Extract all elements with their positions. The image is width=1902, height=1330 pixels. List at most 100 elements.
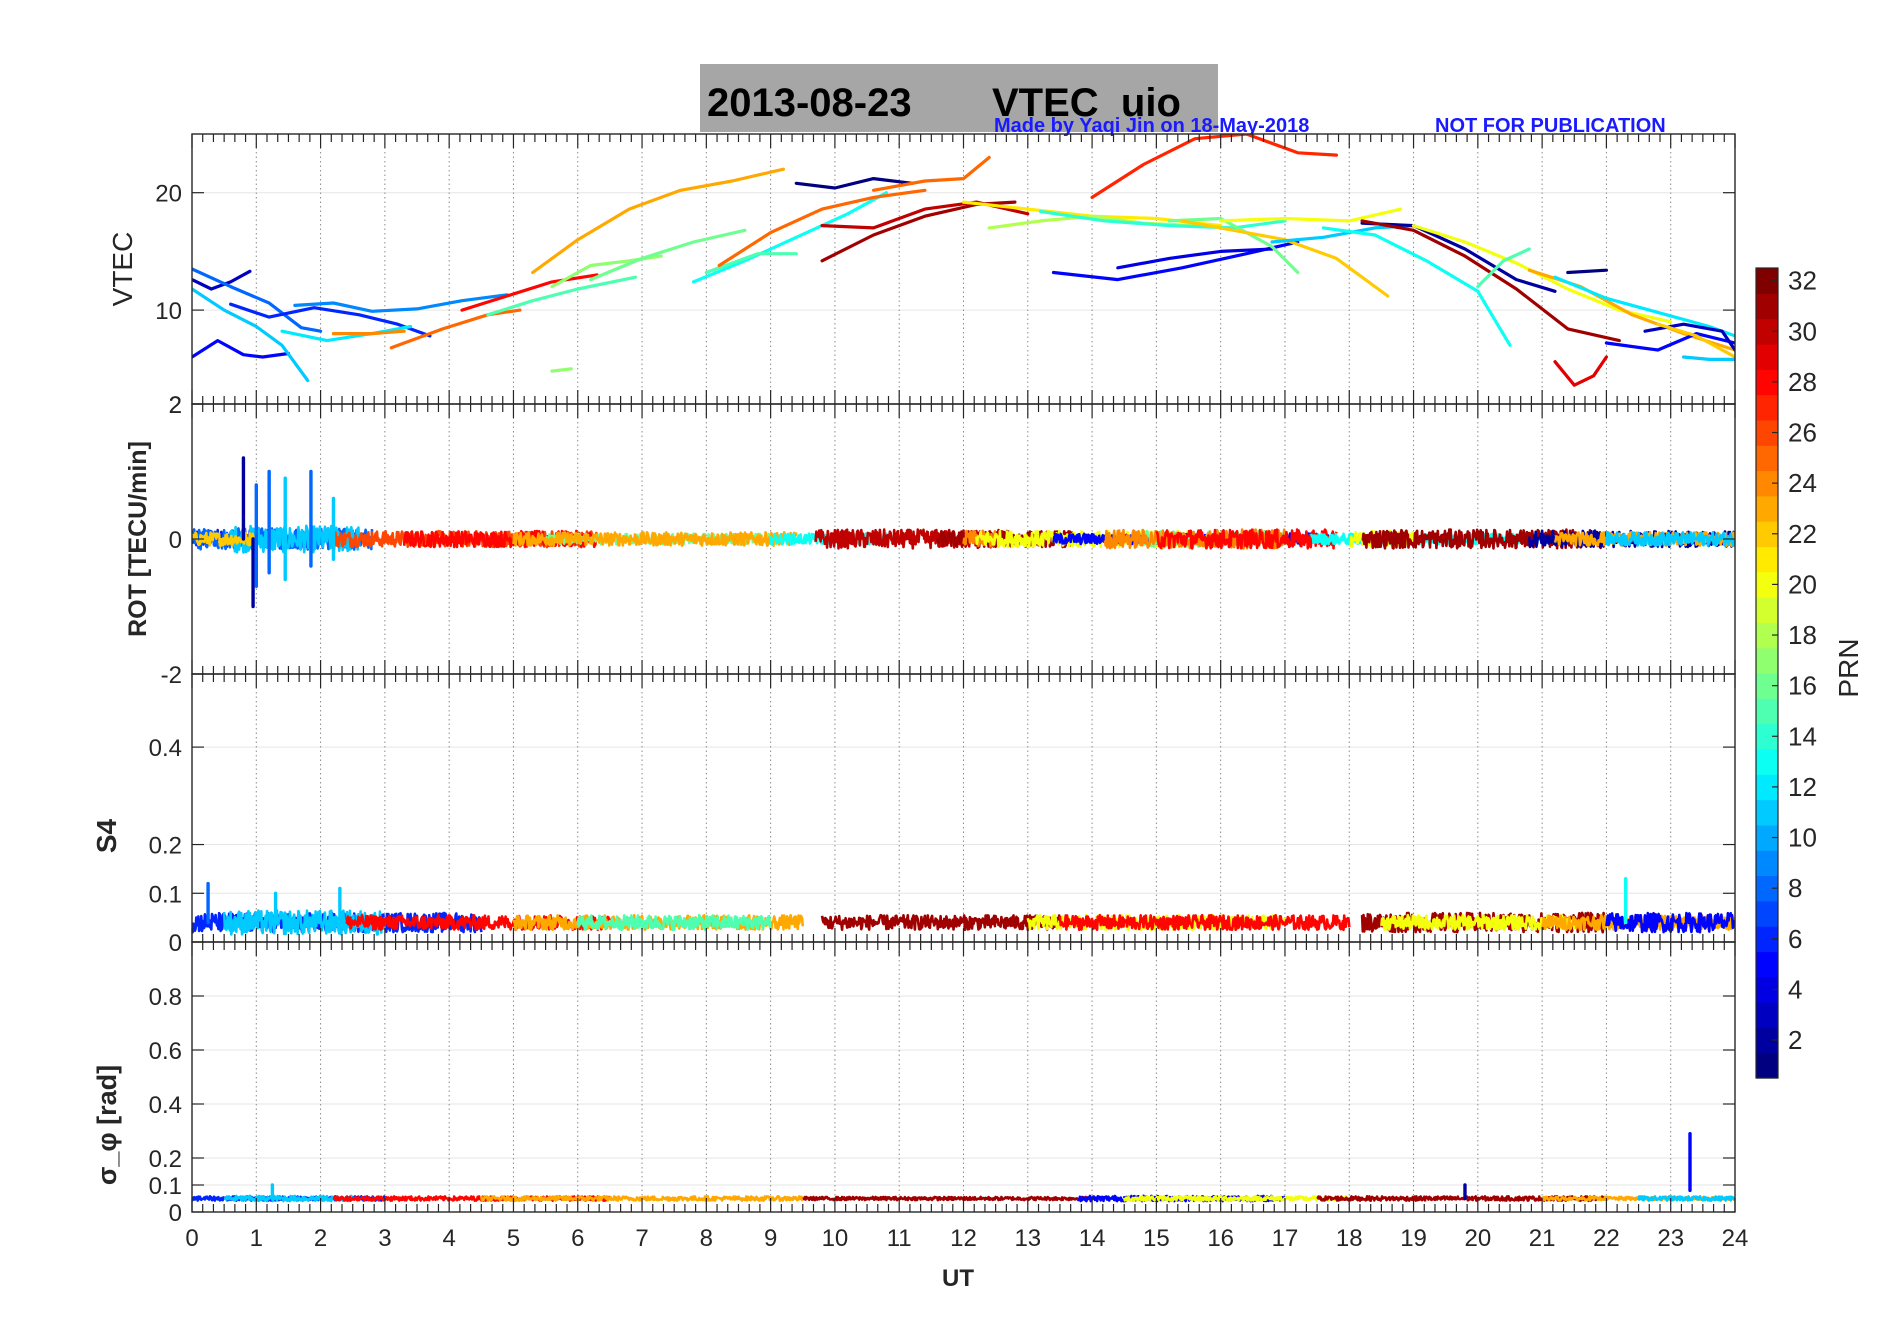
series-prn-5 bbox=[1051, 240, 1300, 282]
x-tick-label: 24 bbox=[1722, 1225, 1749, 1252]
panel-frame bbox=[191, 673, 1736, 943]
series-prn-20 bbox=[1219, 207, 1403, 223]
y-tick-label: 0 bbox=[169, 527, 182, 554]
x-tick-label: 5 bbox=[507, 1225, 520, 1252]
x-tick-label: 15 bbox=[1143, 1225, 1170, 1252]
colorbar-cell-prn-6 bbox=[1756, 926, 1778, 953]
x-axis: UT 0 1 2 3 4 5 6 7 8 9 10 11 12 13 14 15 16 17 18 19 20 21 22 2… bbox=[185, 1225, 1748, 1292]
series-prn-16 bbox=[589, 228, 747, 282]
panel-sigma_phi: 00.10.2 0.4 0.6 0.8 σ_φ [rad] bbox=[92, 941, 1736, 1227]
y-tick-label: 0.2 bbox=[149, 833, 182, 860]
x-tick-label: 3 bbox=[378, 1225, 391, 1252]
colorbar-cell-prn-23 bbox=[1756, 495, 1778, 522]
credit-notice: NOT FOR PUBLICATION bbox=[1435, 115, 1666, 137]
colorbar-cell-prn-32 bbox=[1756, 268, 1778, 294]
y-tick-label: 0 bbox=[169, 930, 182, 957]
colorbar-tick-label: 32 bbox=[1788, 266, 1817, 296]
series-prn-11 bbox=[192, 287, 310, 383]
series-group bbox=[192, 876, 1735, 936]
series-prn-11 bbox=[229, 524, 361, 554]
series-group bbox=[192, 134, 1735, 387]
colorbar-cell-prn-28 bbox=[1756, 369, 1778, 396]
series-prn-15 bbox=[704, 252, 798, 275]
colorbar-cell-prn-27 bbox=[1756, 394, 1778, 421]
series-prn-20 bbox=[1380, 913, 1576, 931]
colorbar-cell-prn-29 bbox=[1756, 343, 1778, 370]
colorbar-cell-prn-1 bbox=[1756, 1052, 1778, 1079]
x-tick-label: 14 bbox=[1079, 1225, 1106, 1252]
y-axis-label: VTEC bbox=[107, 232, 138, 307]
series-prn-31 bbox=[1361, 528, 1608, 550]
series-prn-15 bbox=[1476, 247, 1531, 289]
series-group bbox=[192, 456, 1735, 609]
series-prn-15 bbox=[576, 913, 772, 932]
colorbar-cell-prn-3 bbox=[1756, 1002, 1778, 1028]
series-prn-13 bbox=[691, 191, 888, 284]
series-prn-22 bbox=[192, 531, 258, 547]
colorbar-cell-prn-10 bbox=[1756, 824, 1778, 851]
colorbar-cell-prn-19 bbox=[1756, 597, 1778, 623]
y-tick-label: 2 bbox=[169, 392, 182, 419]
series-prn-3 bbox=[192, 269, 252, 291]
x-tick-label: 19 bbox=[1400, 1225, 1427, 1252]
series-prn-11 bbox=[1682, 355, 1735, 361]
series-prn-25 bbox=[871, 155, 991, 192]
colorbar-cell-prn-21 bbox=[1756, 546, 1778, 573]
colorbar-tick-label: 20 bbox=[1788, 569, 1817, 599]
x-tick-label: 7 bbox=[635, 1225, 648, 1252]
y-tick-label: 0 bbox=[169, 1200, 182, 1227]
y-tick-label: 0.4 bbox=[149, 735, 182, 762]
y-axis-label: σ_φ [rad] bbox=[92, 1065, 122, 1185]
colorbar-cell-prn-16 bbox=[1756, 673, 1778, 699]
y-tick-label: 0.8 bbox=[149, 984, 182, 1011]
x-tick-label: 18 bbox=[1336, 1225, 1363, 1252]
series-prn-4 bbox=[1116, 247, 1274, 270]
series-prn-28 bbox=[460, 273, 599, 312]
x-tick-label: 2 bbox=[314, 1225, 327, 1252]
x-tick-label: 20 bbox=[1464, 1225, 1491, 1252]
colorbar-label: PRN bbox=[1833, 638, 1864, 697]
series-prn-24 bbox=[962, 529, 997, 548]
colorbar-cell-prn-11 bbox=[1756, 799, 1778, 826]
series-prn-31 bbox=[820, 913, 1062, 932]
colorbar-cell-prn-5 bbox=[1756, 951, 1778, 978]
y-tick-label: 20 bbox=[155, 181, 182, 208]
series-prn-28 bbox=[1058, 913, 1351, 932]
colorbar-cell-prn-24 bbox=[1756, 470, 1778, 497]
y-tick-label: 0.4 bbox=[149, 1092, 182, 1119]
colorbar-tick-label: 4 bbox=[1788, 974, 1802, 1004]
series-prn-12 bbox=[280, 324, 413, 343]
colorbar-cell-prn-14 bbox=[1756, 723, 1778, 750]
y-axis-label: ROT [TECU/min] bbox=[124, 441, 152, 637]
series-prn-11 bbox=[223, 1194, 354, 1203]
colorbar-cell-prn-2 bbox=[1756, 1027, 1778, 1054]
colorbar-tick-label: 22 bbox=[1788, 519, 1817, 549]
x-tick-label: 17 bbox=[1272, 1225, 1299, 1252]
colorbar-cell-prn-30 bbox=[1756, 318, 1778, 345]
panel-vtec: 2 10 20 VTEC bbox=[107, 133, 1736, 419]
panel-rot: -2 0 2 ROT [TECU/min] bbox=[124, 392, 1736, 689]
x-axis-label: UT bbox=[942, 1265, 974, 1292]
colorbar-cell-prn-25 bbox=[1756, 445, 1778, 472]
x-tick-label: 8 bbox=[700, 1225, 713, 1252]
x-tick-label: 9 bbox=[764, 1225, 777, 1252]
colorbar-tick-label: 26 bbox=[1788, 418, 1817, 448]
y-tick-label: 0.1 bbox=[149, 1173, 182, 1200]
series-prn-2 bbox=[1360, 221, 1557, 293]
colorbar-cell-prn-7 bbox=[1756, 900, 1778, 927]
colorbar-tick-label: 28 bbox=[1788, 367, 1817, 397]
series-prn-23 bbox=[512, 531, 798, 547]
colorbar-cell-prn-9 bbox=[1756, 850, 1778, 877]
colorbar-tick-label: 8 bbox=[1788, 873, 1802, 903]
y-tick-label: 10 bbox=[155, 298, 182, 325]
series-prn-5 bbox=[1604, 332, 1735, 352]
x-tick-label: 0 bbox=[185, 1225, 198, 1252]
y-tick-label: 2 bbox=[169, 392, 182, 419]
colorbar-cell-prn-17 bbox=[1756, 647, 1778, 674]
y-tick-label: 0.2 bbox=[149, 1146, 182, 1173]
y-tick-label: 0.6 bbox=[149, 1038, 182, 1065]
series-prn-23 bbox=[531, 167, 786, 275]
colorbar-tick-label: 14 bbox=[1788, 721, 1817, 751]
colorbar-cell-prn-26 bbox=[1756, 419, 1778, 446]
